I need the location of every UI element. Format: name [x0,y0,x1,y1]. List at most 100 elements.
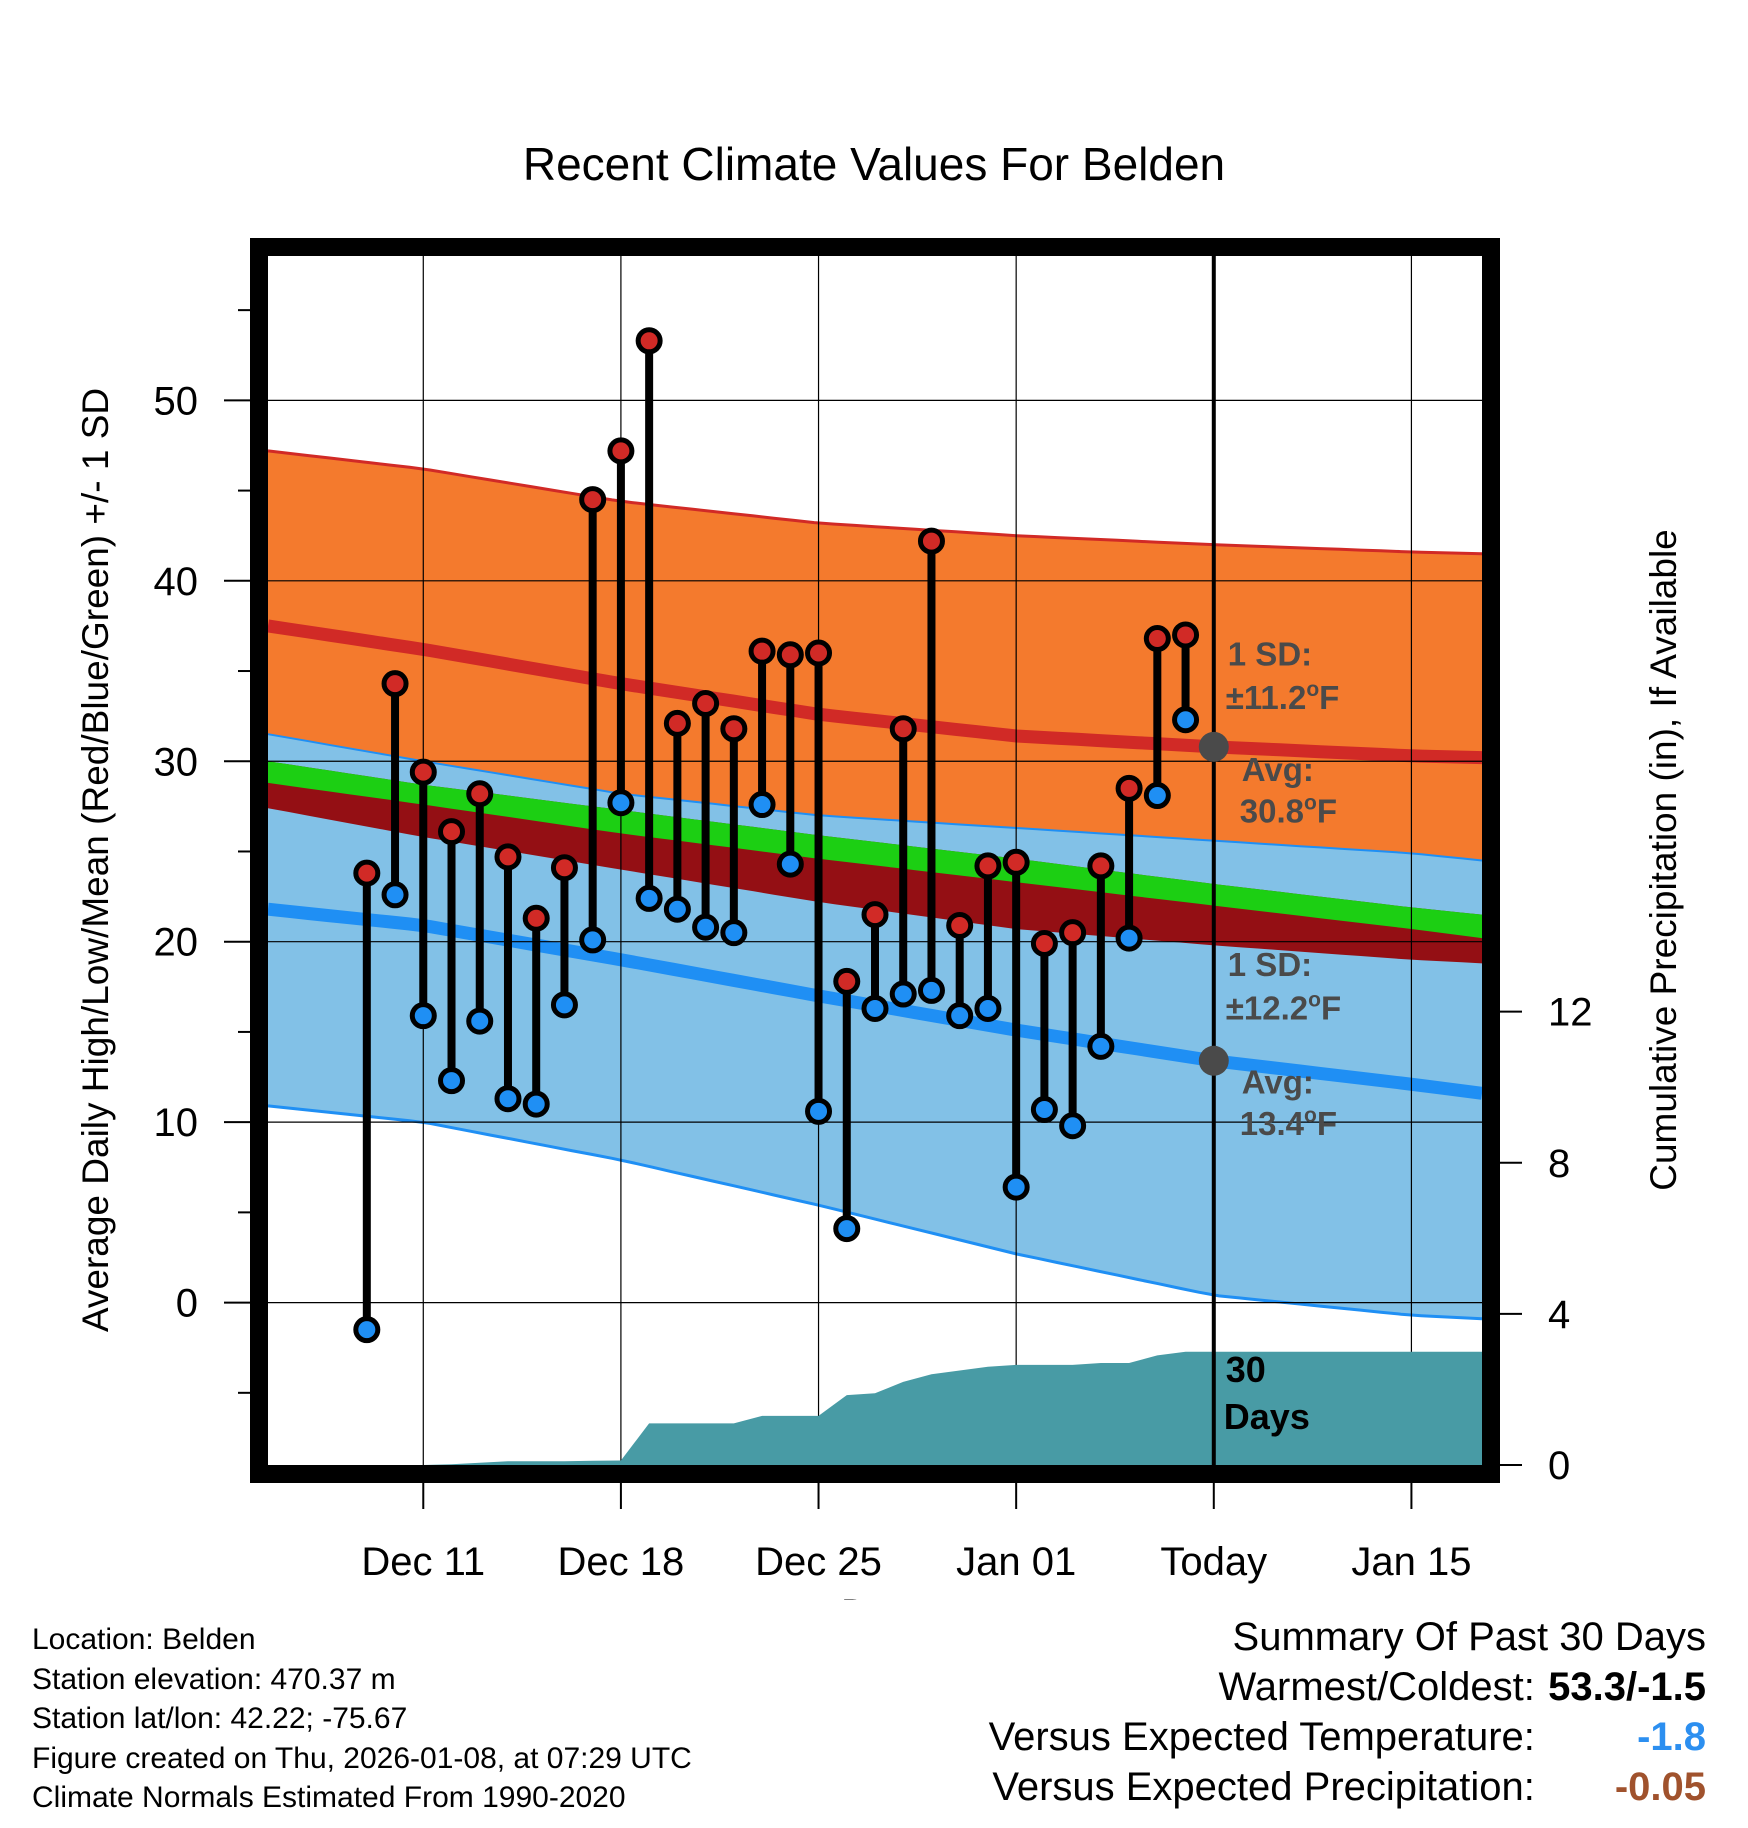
daily-low-point [889,980,917,1008]
normal-bands [267,449,1483,1321]
daily-high-point [635,327,663,355]
precip-anomaly-value: -0.05 [1614,1765,1706,1809]
daily-high-point [748,637,776,665]
daily-low-point [692,913,720,941]
daily-low-point [522,1090,550,1118]
daily-low-point [438,1067,466,1095]
x-tick-label: Dec 25 [755,1540,882,1584]
x-tick-label: Jan 01 [956,1540,1076,1584]
daily-low-point [833,1215,861,1243]
created-text: Figure created on Thu, 2026-01-08, at 07… [32,1741,692,1775]
daily-low-point [974,994,1002,1022]
daily-low-point [748,791,776,819]
period-word: Days [1224,1396,1310,1437]
axes: 0 10 20 30 40 50 0 4 8 12 Dec 11 Dec 18 Dec 25 Jan 01… [154,309,1593,1584]
station-info: Location: Belden Station elevation: 470.… [32,1620,692,1818]
daily-low-point [861,994,889,1022]
daily-high-point [579,486,607,514]
precip-anomaly-row: Versus Expected Precipitation: -0.05 [989,1762,1706,1812]
daily-high-point [720,715,748,743]
high-temp-sd-band [268,450,1482,861]
temp-anomaly-row: Versus Expected Temperature: -1.8 [989,1712,1706,1762]
daily-low-point [1059,1112,1087,1140]
daily-high-point [409,758,437,786]
daily-low-point [494,1085,522,1113]
daily-high-point [1143,625,1171,653]
daily-low-point [1030,1096,1058,1124]
daily-low-point [1172,706,1200,734]
x-tick-label: Dec 18 [558,1540,685,1584]
daily-low-point [550,991,578,1019]
summary-panel: Summary Of Past 30 Days Warmest/Coldest:… [989,1612,1706,1812]
daily-high-point [1172,621,1200,649]
x-tick-label: Jan 15 [1351,1540,1471,1584]
y2-tick-label: 0 [1548,1444,1570,1488]
daily-high-point [833,967,861,995]
y-tick-label: 10 [154,1101,199,1145]
daily-high-point [1087,852,1115,880]
period-number: 30 [1226,1349,1266,1390]
daily-high-point [861,901,889,929]
low-sd-title: 1 SD: [1228,946,1312,983]
daily-high-point [889,715,917,743]
y-tick-label: 30 [154,740,199,784]
high-temp-upper-line [267,449,1483,556]
daily-high-point [550,854,578,882]
summary-heading: Summary Of Past 30 Days [1232,1615,1706,1659]
annotations: 1 SD: ±11.2oF Avg: 30.8oF 1 SD: ±12.2oF Avg: 13… [1198,636,1341,1437]
mean-temp-line [268,761,1482,939]
daily-high-point [1002,848,1030,876]
daily-high-point [946,911,974,939]
y-tick-label: 20 [154,921,199,965]
daily-low-point [720,919,748,947]
daily-high-point [1030,930,1058,958]
y2-tick-label: 4 [1548,1293,1570,1337]
elevation-text: Station elevation: 470.37 m [32,1662,396,1696]
daily-high-point [438,818,466,846]
cumulative-precipitation-area [268,1351,1482,1465]
daily-high-point [1115,774,1143,802]
normals-text: Climate Normals Estimated From 1990-2020 [32,1781,626,1814]
daily-high-point [494,843,522,871]
daily-low-point [805,1097,833,1125]
daily-high-point [692,690,720,718]
x-axis-title: Day [841,1592,907,1600]
daily-high-point [522,904,550,932]
daily-high-point [607,437,635,465]
warmest-coldest-row: Warmest/Coldest: 53.3/-1.5 [989,1662,1707,1712]
precip-anomaly-label: Versus Expected Precipitation: [992,1765,1535,1809]
high-sd-value: ±11.2oF [1226,678,1340,716]
daily-low-point [946,1002,974,1030]
daily-low-point [466,1007,494,1035]
temp-anomaly-label: Versus Expected Temperature: [988,1715,1535,1759]
temp-anomaly-value: -1.8 [1637,1715,1706,1759]
plot-frame [250,238,1500,1483]
daily-low-point [663,895,691,923]
daily-range-bars [353,327,1200,1344]
high-avg-title: Avg: [1242,751,1314,788]
latlon-text: Station lat/lon: 42.22; -75.67 [32,1702,408,1735]
y2-tick-label: 8 [1548,1142,1570,1186]
daily-high-point [917,527,945,555]
daily-low-point [1115,924,1143,952]
low-avg-marker [1198,1045,1229,1076]
y-tick-label: 50 [154,379,199,423]
high-temp-normal-line [267,619,1483,765]
daily-low-point [409,1002,437,1030]
daily-high-point [1059,919,1087,947]
daily-low-point [579,926,607,954]
daily-high-point [353,859,381,887]
daily-low-point [635,884,663,912]
daily-high-point [466,780,494,808]
high-avg-value: 30.8oF [1240,792,1337,830]
daily-low-point [1143,782,1171,810]
y2-axis-title: Cumulative Precipitation (in), If Availa… [1643,529,1684,1191]
x-tick-label: Dec 11 [361,1540,485,1584]
daily-high-point [776,641,804,669]
climate-chart: Recent Climate Values For Belden 1 SD: ±1… [75,138,1684,1600]
location-text: Location: Belden [32,1623,256,1656]
daily-low-point [1087,1032,1115,1060]
daily-high-point [974,852,1002,880]
x-tick-label: Today [1160,1540,1267,1584]
daily-low-point [917,976,945,1004]
